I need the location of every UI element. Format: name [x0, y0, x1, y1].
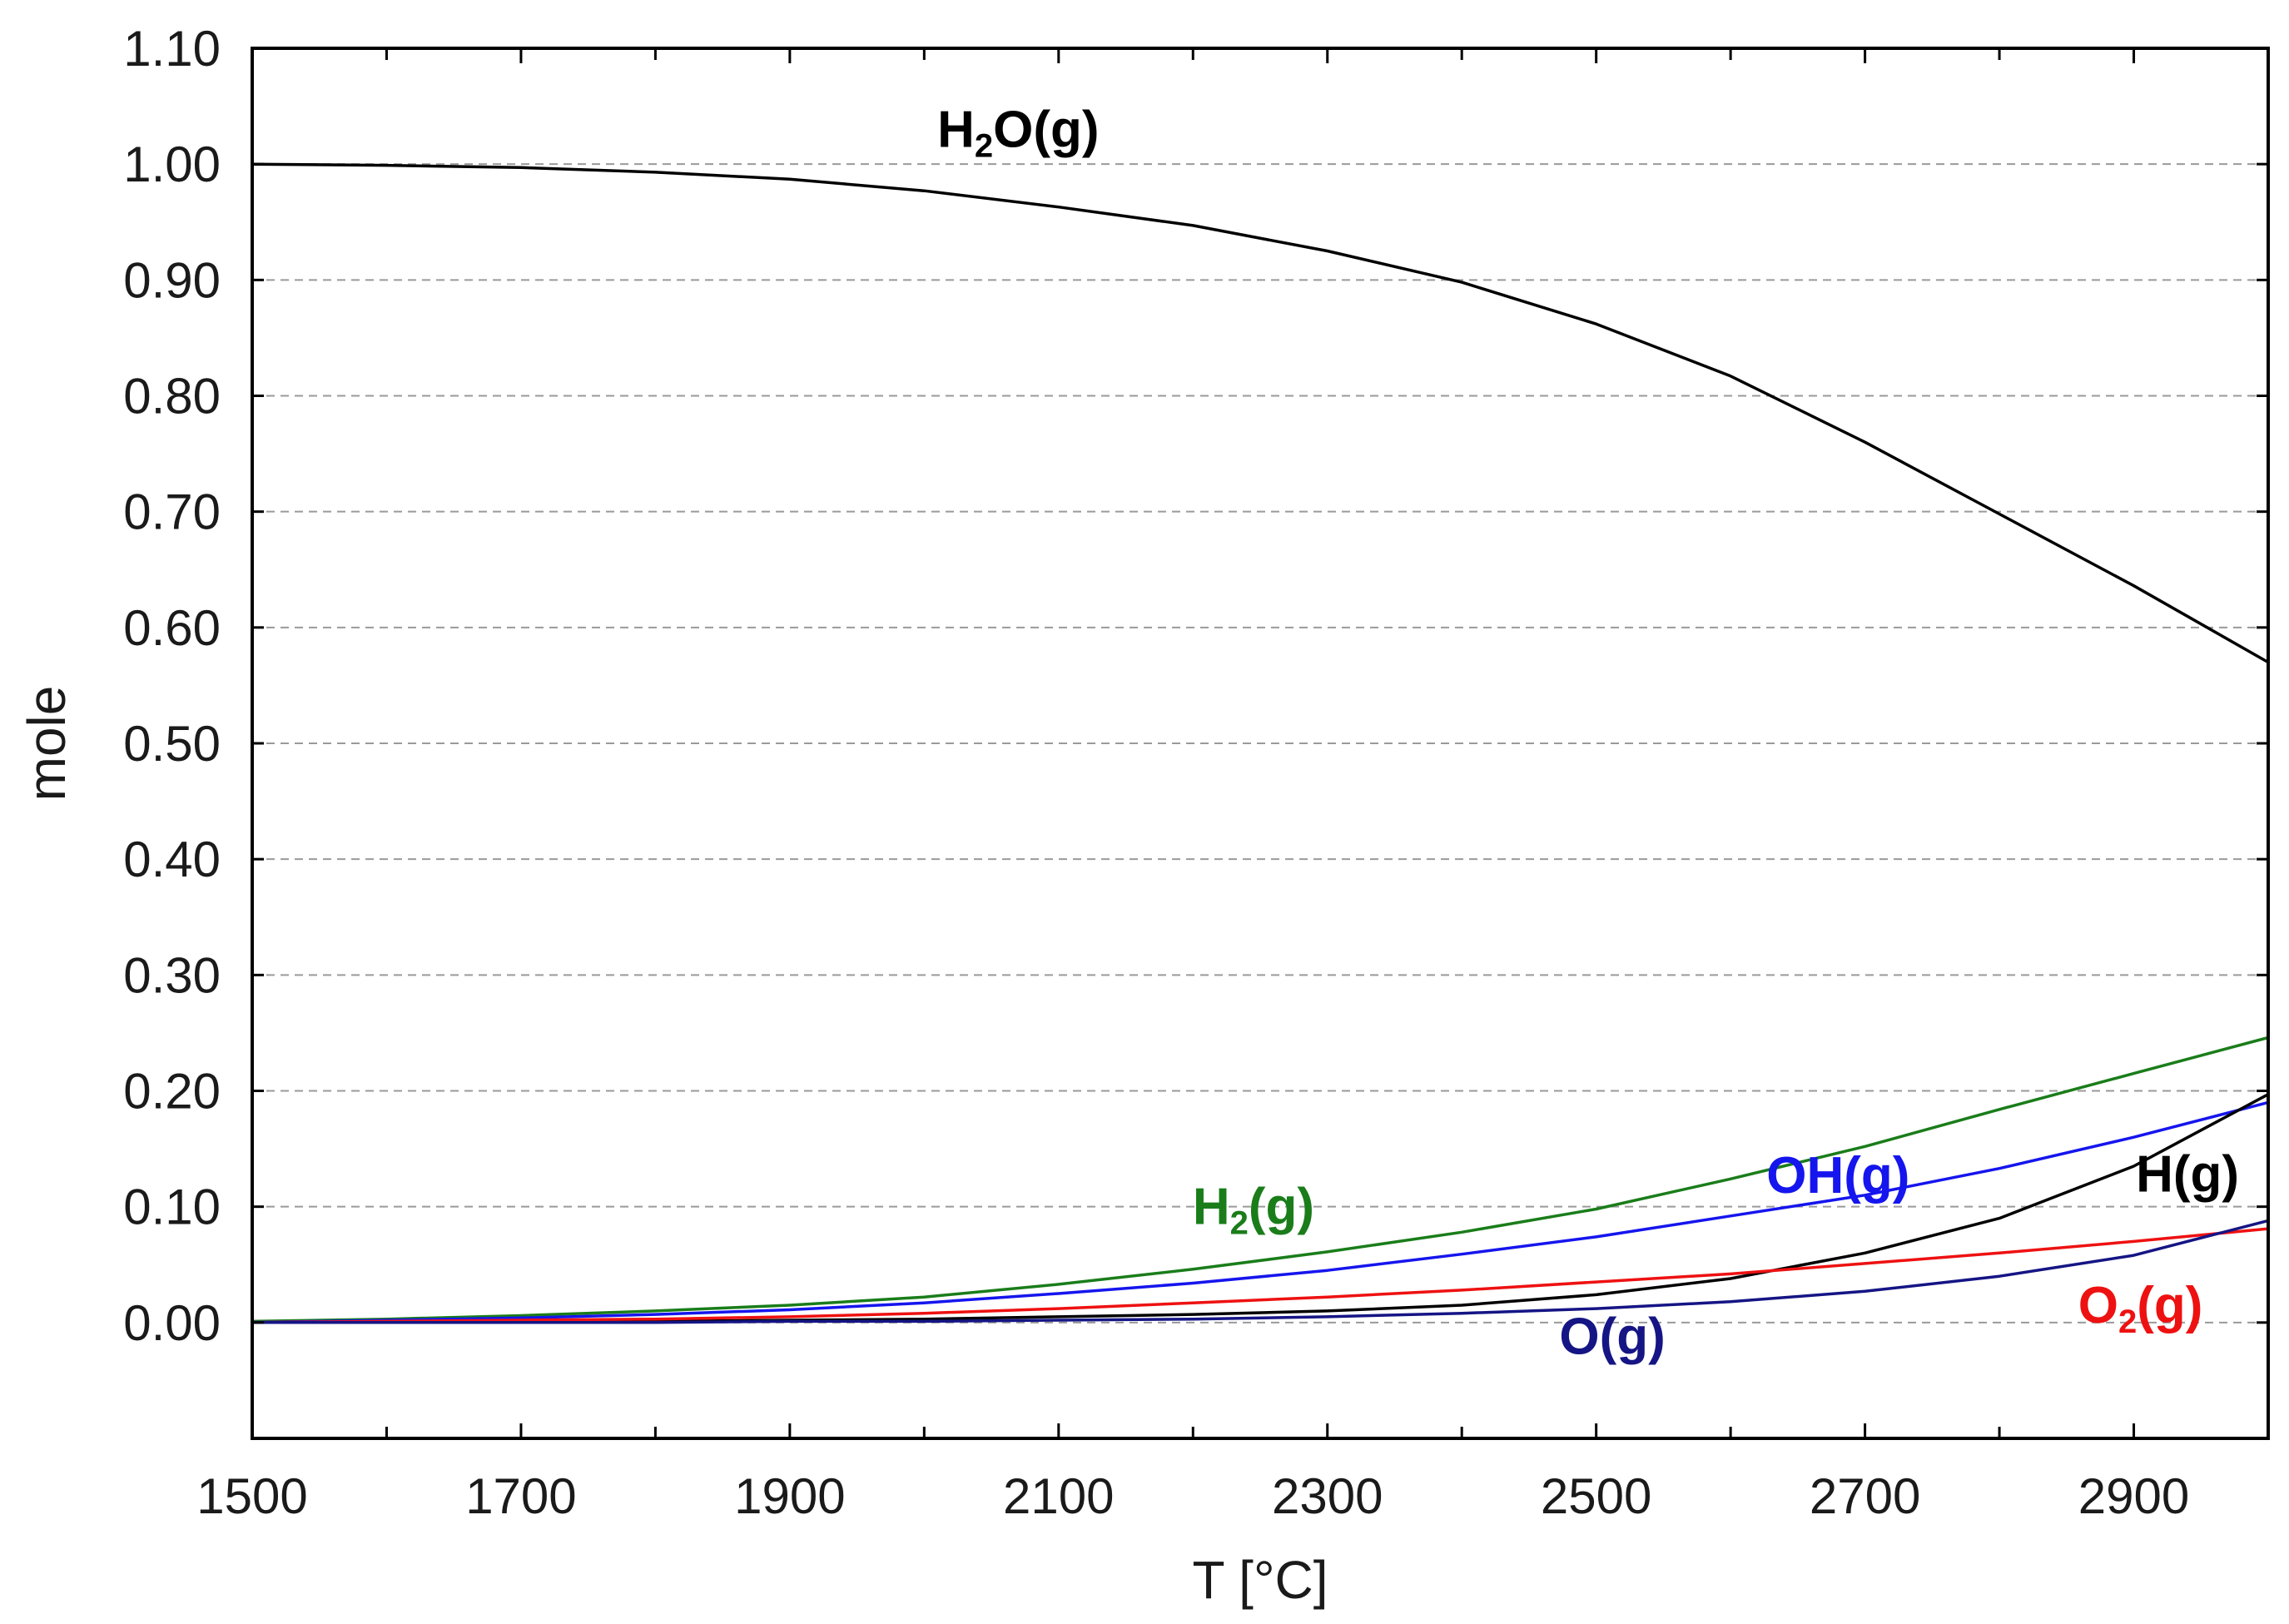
y-tick-label: 0.90 [123, 252, 221, 308]
x-tick-label: 2900 [2078, 1468, 2189, 1524]
series-line-o2g [251, 1227, 2269, 1324]
x-tick-label: 1500 [196, 1468, 307, 1524]
series-lines [251, 162, 2269, 1324]
series-label-h2g: H2(g) [1193, 1179, 1314, 1242]
y-tick-label: 1.00 [123, 137, 221, 192]
y-tick-label: 0.40 [123, 832, 221, 887]
series-label-hg: H(g) [2136, 1146, 2239, 1204]
series-label-h2og: H2O(g) [937, 101, 1099, 164]
x-tick-label: 2100 [1003, 1468, 1114, 1524]
x-tick-label: 1900 [734, 1468, 845, 1524]
y-tick-label: 0.30 [123, 947, 221, 1003]
x-tick-label: 2300 [1272, 1468, 1383, 1524]
axis-ticks: 0.00 0.10 0.20 0.30 0.40 0.50 0.60 0.70 0.80 0.90… [123, 21, 2270, 1524]
y-tick-label: 0.20 [123, 1064, 221, 1120]
y-tick-label: 0.60 [123, 600, 221, 656]
y-tick-label: 0.10 [123, 1180, 221, 1235]
series-label-ohg: OH(g) [1766, 1147, 1909, 1204]
series-labels: H2O(g) H2(g) OH(g) H(g) O2(g) O(g) [937, 101, 2239, 1365]
x-tick-label: 1700 [465, 1468, 576, 1524]
y-tick-label: 0.50 [123, 716, 221, 772]
series-line-h2g [251, 1035, 2269, 1324]
grid-lines [252, 163, 2268, 1324]
series-line-og [252, 1219, 2269, 1324]
series-label-og: O(g) [1559, 1308, 1665, 1365]
series-line-h2og [251, 162, 2269, 664]
y-axis-title: mole [17, 686, 77, 802]
y-tick-label: 0.70 [123, 484, 221, 540]
y-tick-label: 0.00 [123, 1295, 221, 1351]
x-tick-label: 2700 [1810, 1468, 1920, 1524]
y-tick-label: 0.80 [123, 369, 221, 425]
y-tick-label: 1.10 [123, 21, 221, 77]
x-axis-title: T [°C] [1192, 1550, 1328, 1610]
series-label-o2g: O2(g) [2078, 1277, 2203, 1340]
x-tick-label: 2500 [1541, 1468, 1651, 1524]
series-line-ohg [251, 1100, 2269, 1324]
